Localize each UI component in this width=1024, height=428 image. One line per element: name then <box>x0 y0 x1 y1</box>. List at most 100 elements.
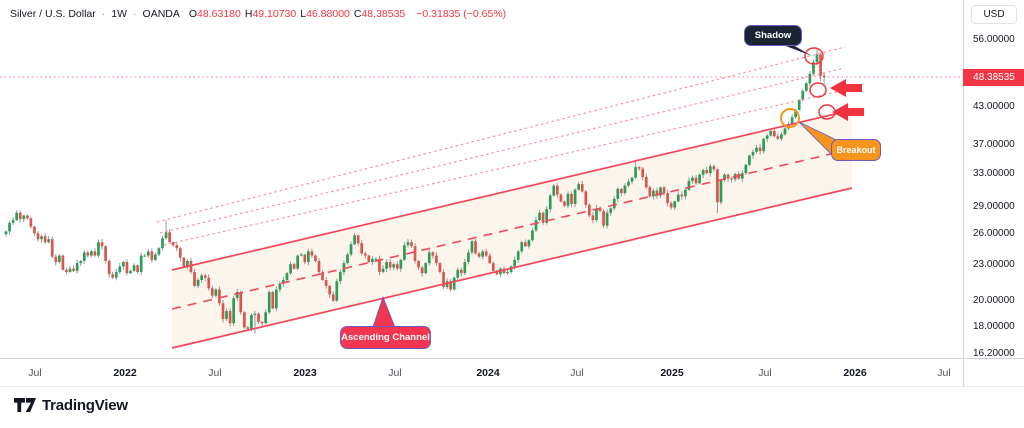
candle-up <box>253 313 257 316</box>
time-tick-month: Jul <box>937 367 951 379</box>
candle-down <box>271 291 275 309</box>
candle-down <box>310 251 314 256</box>
candle-down <box>182 257 186 267</box>
candle-down <box>484 251 488 256</box>
currency-usd-button[interactable]: USD <box>971 5 1017 24</box>
candle-up <box>470 241 474 253</box>
candle-down <box>189 260 193 272</box>
breakout-annotation[interactable]: Breakout <box>831 139 881 161</box>
candle-down <box>356 235 360 244</box>
shadow-annotation-tail <box>778 43 812 56</box>
candle-up <box>538 212 541 221</box>
candle-down <box>410 242 413 247</box>
candle-down <box>587 204 591 216</box>
candle-down <box>363 253 367 256</box>
symbol-title[interactable]: Silver / U.S. Dollar <box>10 8 96 20</box>
candle-up <box>456 269 460 278</box>
candle-down <box>772 130 776 137</box>
candle-down <box>18 212 22 220</box>
candle-down <box>360 243 364 254</box>
candle-down <box>591 215 595 221</box>
candle-up <box>723 174 726 181</box>
candle-down <box>65 269 68 272</box>
candle-down <box>43 236 47 243</box>
candle-down <box>395 264 399 269</box>
candle-down <box>257 313 260 322</box>
candle-up <box>808 73 812 84</box>
candle-down <box>776 136 780 139</box>
candle-up <box>424 263 428 274</box>
candle-up <box>278 283 282 290</box>
ohlc-item: C48.38535 <box>354 8 405 20</box>
candle-down <box>72 268 75 271</box>
candle-down <box>246 327 250 329</box>
candle-up <box>289 264 292 274</box>
candlestick-chart[interactable] <box>0 0 963 358</box>
candle-up <box>342 263 346 272</box>
candle-up <box>762 138 765 152</box>
symbol-legend: Silver / U.S. Dollar · 1W · OANDA O48.63… <box>10 8 506 20</box>
candle-up <box>122 262 125 267</box>
candle-down <box>666 193 669 204</box>
candle-up <box>349 244 353 255</box>
candle-up <box>200 275 203 281</box>
price-axis[interactable]: USD 48.38535 56.00000 43.00000 37.00000 33.… <box>963 0 1024 360</box>
candle-down <box>314 255 317 261</box>
candle-up <box>225 311 228 320</box>
candle-down <box>420 267 424 274</box>
ohlc-item: L46.88000 <box>300 8 350 20</box>
candle-down <box>662 187 666 194</box>
price-tick-label: 43.00000 <box>973 100 1015 112</box>
candle-down <box>33 226 36 234</box>
candle-down <box>637 167 641 169</box>
exchange-label[interactable]: OANDA <box>142 8 180 20</box>
price-tick-label: 18.00000 <box>973 321 1015 333</box>
channel-fill <box>172 110 852 348</box>
candle-down <box>367 255 371 263</box>
candle-up <box>427 252 431 264</box>
candle-up <box>132 265 136 271</box>
candle-up <box>659 187 662 196</box>
shadow-annotation[interactable]: Shadow <box>744 25 802 46</box>
chart-canvas[interactable] <box>0 0 963 358</box>
channel-mid-line <box>171 148 853 310</box>
candle-down <box>292 264 296 269</box>
candle-down <box>86 252 90 256</box>
candle-down <box>598 208 602 212</box>
candle-up <box>274 289 278 309</box>
candle-down <box>555 185 559 195</box>
candle-up <box>385 262 388 269</box>
candle-down <box>502 268 506 274</box>
candle-down <box>648 187 652 197</box>
candle-up <box>552 185 556 196</box>
candle-up <box>296 255 300 269</box>
price-tick-label: 29.00000 <box>973 200 1015 212</box>
candle-up <box>701 170 705 175</box>
time-tick-month: Jul <box>28 367 42 379</box>
ohlc-value: 49.10730 <box>252 8 297 20</box>
time-tick-month: Jul <box>208 367 222 379</box>
candle-up <box>719 180 723 203</box>
candle-down <box>641 168 645 177</box>
candle-down <box>260 321 264 324</box>
tradingview-logo-icon <box>14 398 36 412</box>
candle-up <box>780 134 783 139</box>
left-arrow-marker <box>832 103 864 121</box>
time-axis[interactable]: Jul 2022 Jul 2023 Jul 2024 Jul 2025 Jul 2026 Jul <box>0 358 1024 387</box>
interval-label[interactable]: 1W <box>111 8 128 20</box>
candle-up <box>573 189 577 205</box>
candle-up <box>545 209 549 223</box>
candle-up <box>392 264 396 268</box>
candle-up <box>616 188 620 199</box>
candle-up <box>374 258 378 260</box>
highlight-circle-marker <box>809 82 827 98</box>
candle-up <box>673 201 677 208</box>
tradingview-logo[interactable]: TradingView <box>14 396 128 414</box>
candle-up <box>381 268 385 272</box>
ascending-channel-annotation[interactable]: Ascending Channel <box>340 326 431 349</box>
price-tick-label: 16.20000 <box>973 348 1015 360</box>
candle-down <box>694 177 698 184</box>
price-tick-label: 20.00000 <box>973 294 1015 306</box>
candle-down <box>104 246 107 261</box>
candle-up <box>623 185 627 194</box>
